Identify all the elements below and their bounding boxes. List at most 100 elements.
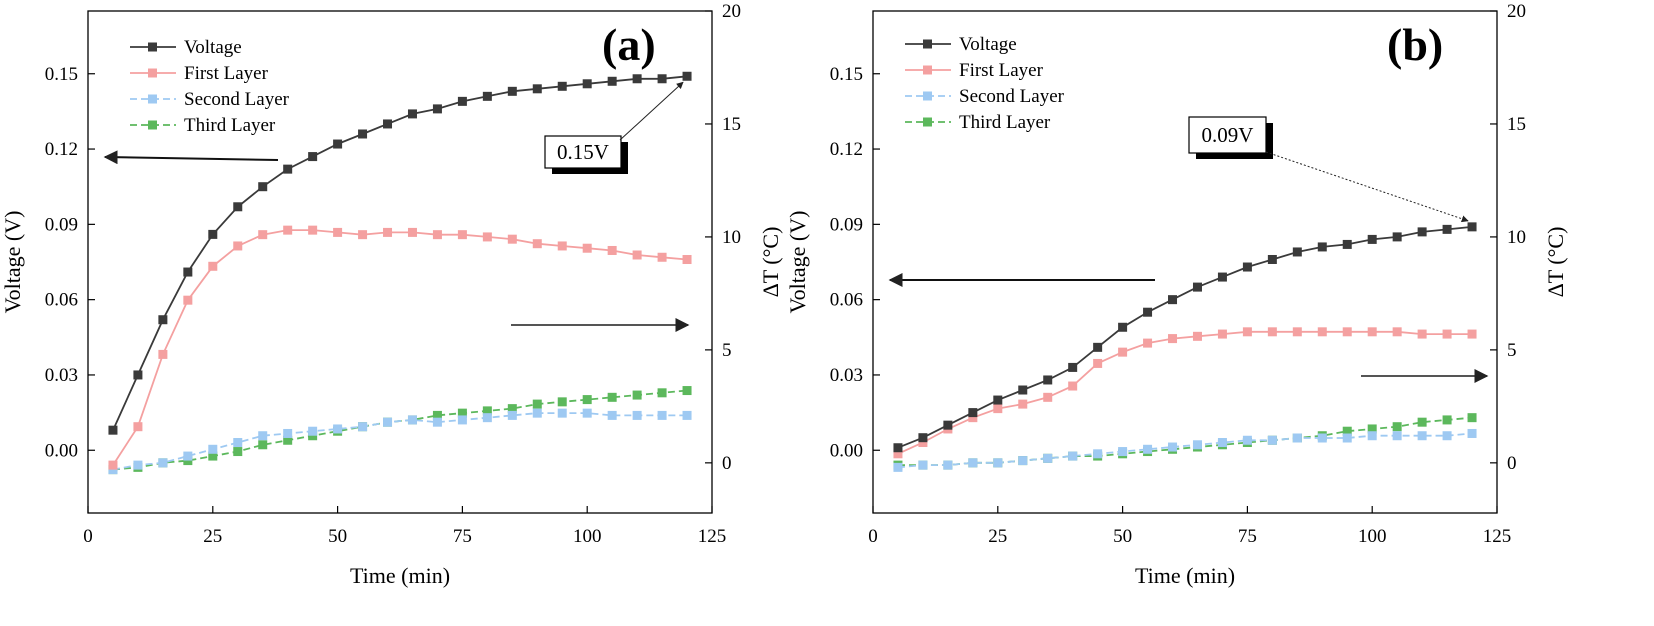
- data-point: [1267, 435, 1277, 445]
- data-point: [1093, 358, 1103, 368]
- y-left-tick-label: 0.00: [45, 440, 78, 461]
- data-point: [133, 460, 143, 470]
- data-point: [507, 404, 517, 414]
- data-point: [1442, 431, 1452, 441]
- data-point: [1143, 444, 1153, 454]
- series-line-first-layer: [112, 229, 688, 466]
- data-point: [158, 315, 168, 325]
- data-point: [532, 84, 542, 94]
- data-point: [1168, 295, 1178, 305]
- data-point: [407, 415, 417, 425]
- annotation-text: 0.09V: [1202, 123, 1254, 147]
- data-point: [993, 458, 1003, 468]
- y-right-tick-label: 10: [1507, 227, 1526, 248]
- annotation-pointer: [619, 81, 684, 141]
- data-point: [1217, 329, 1227, 339]
- data-point: [893, 462, 903, 472]
- x-tick-label: 100: [573, 526, 602, 547]
- data-point: [482, 232, 492, 242]
- data-point: [1068, 362, 1078, 372]
- data-point: [1043, 453, 1053, 463]
- data-point: [682, 255, 692, 265]
- data-point: [943, 420, 953, 430]
- y-left-axis-title: Voltage (V): [785, 211, 810, 314]
- data-point: [918, 438, 928, 448]
- chart-panel-a: 0 25 50 75 100 125 0.00 0.03 0.06 0.09 0.12 0.15 0 5 1…: [0, 1, 783, 588]
- data-point: [1168, 442, 1178, 452]
- data-point: [607, 392, 617, 402]
- data-point: [1217, 272, 1227, 282]
- data-point: [233, 438, 243, 448]
- y-right-tick-label: 5: [722, 340, 732, 361]
- data-point: [557, 241, 567, 251]
- data-point: [657, 388, 667, 398]
- data-point: [1367, 431, 1377, 441]
- data-point: [133, 422, 143, 432]
- data-point: [383, 119, 393, 129]
- legend-marker: [148, 68, 157, 78]
- data-point: [1267, 254, 1277, 264]
- data-point: [108, 465, 118, 475]
- data-point: [1292, 433, 1302, 443]
- data-point: [1367, 424, 1377, 434]
- data-point: [968, 413, 978, 423]
- data-point: [507, 234, 517, 244]
- data-point: [582, 243, 592, 253]
- data-point: [918, 433, 928, 443]
- y-left-tick-label: 0.15: [830, 64, 863, 85]
- data-point: [1417, 431, 1427, 441]
- data-point: [1442, 329, 1452, 339]
- data-point: [233, 202, 243, 212]
- data-point: [1292, 327, 1302, 337]
- data-point: [582, 408, 592, 418]
- data-point: [1417, 227, 1427, 237]
- data-point: [657, 74, 667, 84]
- data-point: [333, 424, 343, 434]
- data-point: [1442, 415, 1452, 425]
- panel-label: (a): [602, 19, 656, 70]
- data-point: [358, 230, 368, 240]
- data-point: [557, 397, 567, 407]
- data-point: [632, 250, 642, 260]
- data-point: [258, 431, 268, 441]
- data-point: [632, 74, 642, 84]
- y-left-tick-label: 0.09: [830, 214, 863, 235]
- annotation-box: [544, 135, 622, 169]
- data-point: [1118, 347, 1128, 357]
- data-point: [432, 417, 442, 427]
- legend-marker: [148, 120, 157, 130]
- x-tick-label: 0: [83, 526, 93, 547]
- data-point: [482, 406, 492, 416]
- data-point: [333, 139, 343, 149]
- data-point: [308, 431, 318, 441]
- legend-label: Second Layer: [959, 86, 1065, 107]
- data-point: [1118, 447, 1128, 457]
- data-point: [482, 413, 492, 423]
- data-point: [358, 422, 368, 432]
- data-point: [183, 267, 193, 277]
- y-left-tick-label: 0.06: [45, 290, 78, 311]
- data-point: [1417, 417, 1427, 427]
- y-left-tick-label: 0.03: [45, 365, 78, 386]
- data-point: [183, 456, 193, 466]
- data-point: [1392, 431, 1402, 441]
- data-point: [283, 225, 293, 235]
- data-point: [1242, 262, 1252, 272]
- legend-marker: [923, 91, 932, 101]
- data-point: [1467, 329, 1477, 339]
- data-point: [457, 408, 467, 418]
- data-point: [1043, 375, 1053, 385]
- x-tick-label: 75: [1238, 526, 1257, 547]
- data-point: [208, 451, 218, 461]
- data-point: [1043, 392, 1053, 402]
- data-point: [632, 390, 642, 400]
- data-point: [432, 410, 442, 420]
- annotation-text: 0.15V: [557, 140, 609, 164]
- data-point: [1093, 342, 1103, 352]
- data-point: [258, 182, 268, 192]
- data-point: [1168, 334, 1178, 344]
- data-point: [1118, 322, 1128, 332]
- data-point: [893, 443, 903, 453]
